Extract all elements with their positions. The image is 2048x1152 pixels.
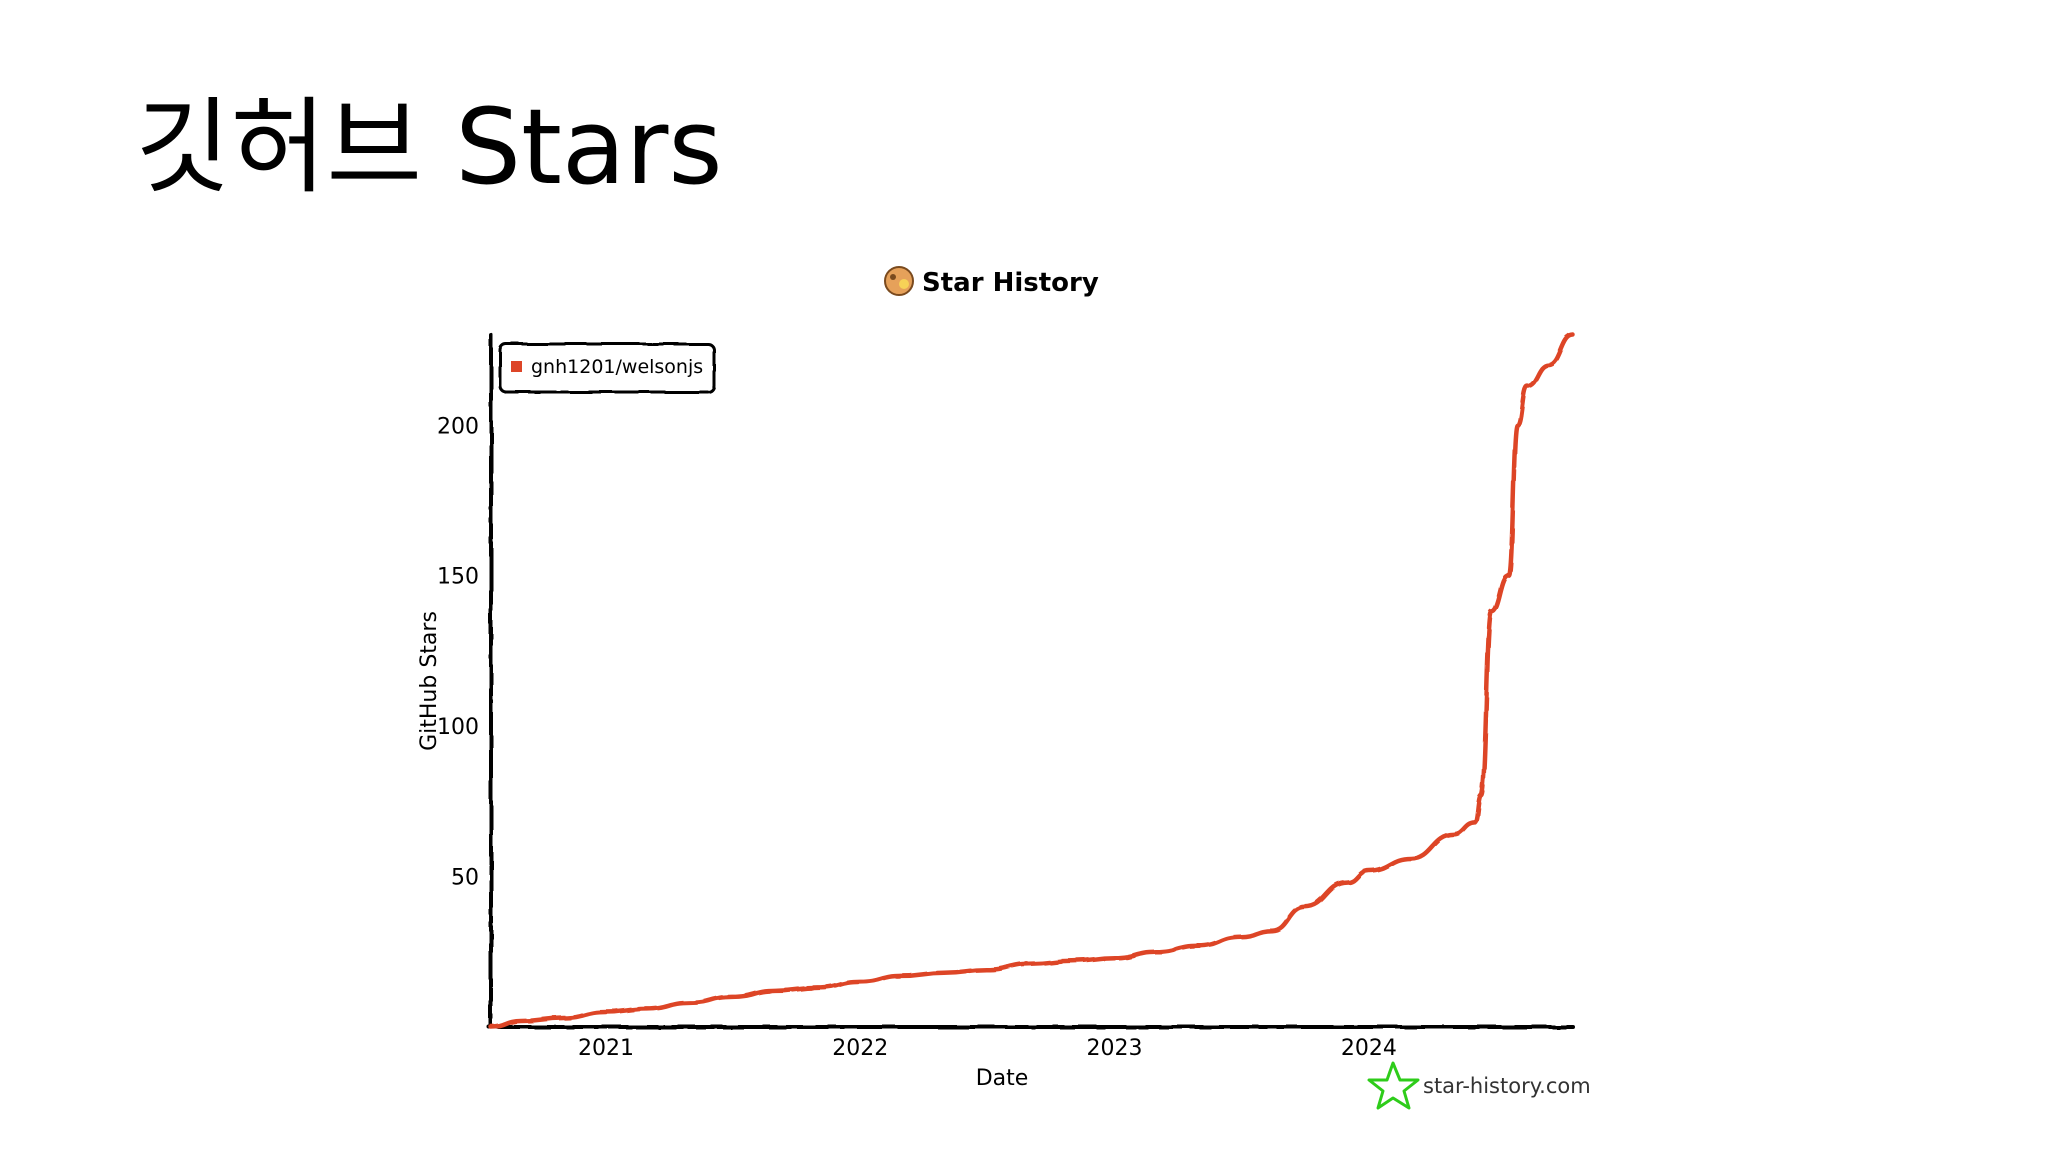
chart-title: Star History (922, 268, 1099, 298)
watermark: star-history.com (1367, 1061, 1591, 1110)
axes (487, 333, 1575, 1029)
series-line-welsonjs (488, 332, 1576, 1030)
y-tick-labels: 50 100 150 200 (437, 414, 479, 890)
slide-title: 깃허브 Stars (135, 86, 723, 208)
y-axis-label: GitHub Stars (417, 611, 442, 751)
legend-box (498, 342, 716, 394)
x-tick-label: 2022 (832, 1036, 888, 1061)
x-tick-labels: 2021 2022 2023 2024 (578, 1036, 1397, 1061)
x-tick-label: 2021 (578, 1036, 634, 1061)
x-tick-label: 2024 (1341, 1036, 1397, 1061)
x-axis-label: Date (976, 1066, 1029, 1091)
legend-label: gnh1201/welsonjs (531, 356, 703, 378)
y-tick-label: 50 (451, 866, 479, 891)
legend: gnh1201/welsonjs (498, 342, 716, 394)
chart-title-group: Star History (884, 266, 1099, 298)
x-tick-label: 2023 (1087, 1036, 1143, 1061)
y-tick-label: 200 (437, 414, 479, 439)
star-history-star-icon (1367, 1061, 1420, 1110)
legend-swatch (511, 361, 522, 372)
y-tick-label: 150 (437, 565, 479, 590)
star-history-logo-icon (884, 266, 914, 296)
watermark-text: star-history.com (1423, 1074, 1591, 1098)
y-tick-label: 100 (437, 715, 479, 740)
